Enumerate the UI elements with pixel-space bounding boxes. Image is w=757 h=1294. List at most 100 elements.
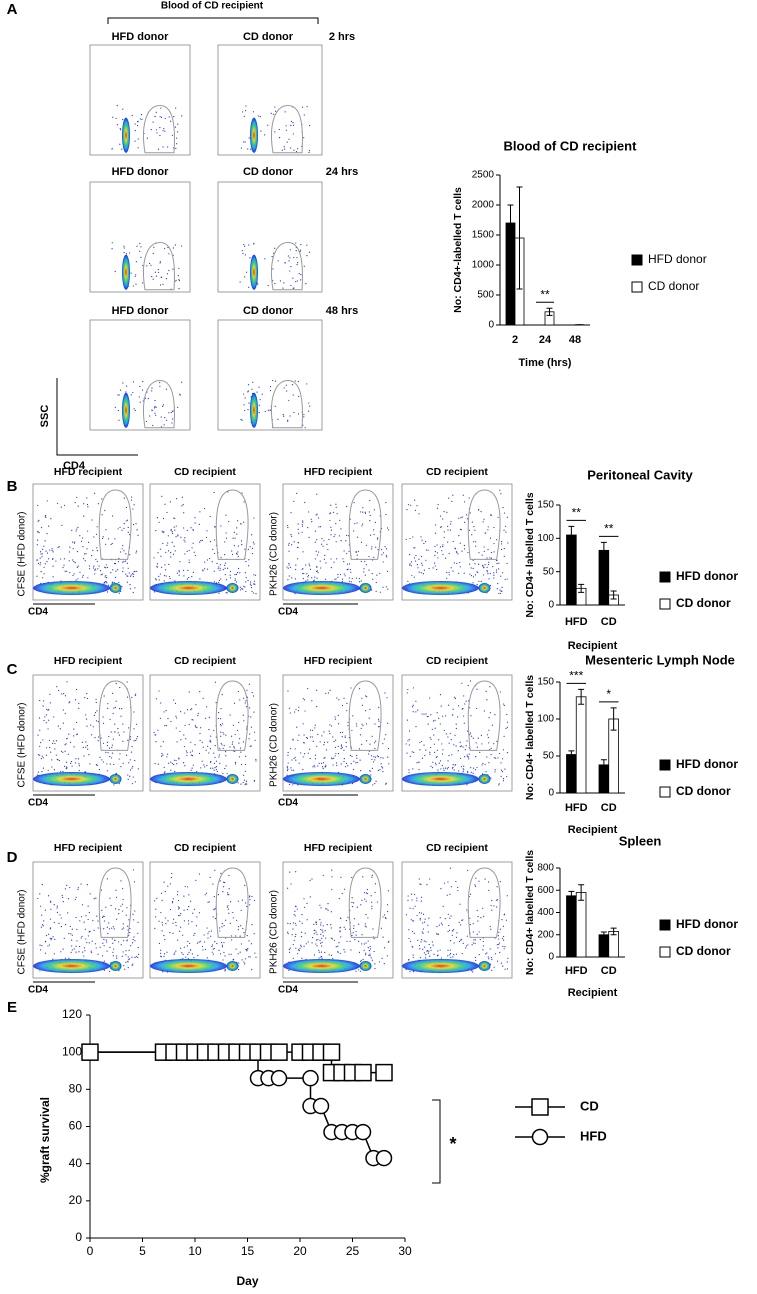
event-dot (365, 695, 367, 697)
event-dot (371, 735, 373, 738)
event-dot (183, 734, 185, 736)
event-dot (488, 561, 490, 563)
event-dot (330, 937, 332, 939)
event-dot (365, 564, 367, 566)
event-dot (155, 579, 157, 581)
event-dot (224, 970, 226, 972)
event-dot (498, 784, 500, 786)
event-dot (463, 695, 465, 697)
event-dot (45, 747, 48, 749)
event-dot (82, 574, 84, 577)
event-dot (153, 407, 156, 409)
event-dot (428, 950, 430, 952)
event-dot (46, 500, 48, 502)
event-dot (177, 899, 180, 902)
event-dot (469, 893, 472, 895)
event-dot (350, 949, 352, 951)
event-dot (229, 577, 232, 579)
event-dot (191, 755, 194, 757)
event-dot (370, 755, 373, 757)
event-dot (129, 554, 131, 556)
event-dot (127, 774, 129, 776)
plot-frame (32, 483, 144, 601)
event-dot (199, 739, 201, 742)
event-dot (83, 557, 85, 560)
event-dot (104, 576, 106, 578)
event-dot (327, 741, 329, 743)
event-dot (314, 727, 316, 729)
event-dot (351, 755, 353, 757)
event-dot (351, 577, 353, 580)
event-dot (315, 943, 317, 945)
event-dot (102, 742, 105, 744)
event-dot (91, 555, 93, 557)
event-dot (252, 541, 254, 543)
event-dot (364, 898, 366, 900)
event-dot (66, 767, 68, 769)
event-dot (43, 719, 45, 722)
event-dot (250, 534, 253, 536)
event-dot (245, 577, 247, 579)
event-dot (467, 770, 469, 772)
event-dot (167, 550, 170, 552)
event-dot (437, 933, 439, 935)
event-dot (115, 683, 117, 685)
event-dot (112, 569, 114, 571)
event-dot (158, 690, 160, 692)
event-dot (184, 765, 186, 767)
event-dot (428, 917, 430, 919)
event-dot (73, 542, 75, 544)
event-dot (134, 759, 136, 762)
event-dot (287, 255, 289, 257)
event-dot (211, 951, 213, 953)
event-dot (227, 892, 229, 894)
event-dot (292, 943, 294, 946)
event-dot (382, 743, 384, 745)
event-dot (104, 509, 106, 512)
event-dot (440, 705, 442, 707)
event-dot (264, 410, 266, 413)
event-dot (423, 744, 425, 746)
event-dot (83, 947, 85, 949)
event-dot (68, 551, 71, 553)
event-dot (321, 537, 323, 540)
event-dot (319, 526, 322, 528)
event-dot (170, 556, 172, 558)
event-dot (139, 118, 141, 120)
event-dot (432, 720, 435, 722)
event-dot (103, 969, 105, 971)
event-dot (239, 935, 241, 937)
event-dot (82, 951, 84, 953)
event-dot (125, 573, 127, 575)
event-dot (138, 396, 140, 398)
event-dot (470, 735, 473, 737)
event-dot (457, 716, 459, 718)
y-tick-label: 1000 (472, 260, 495, 271)
plot-frame (149, 483, 261, 601)
event-dot (499, 951, 501, 954)
event-dot (53, 903, 55, 906)
event-dot (487, 526, 489, 528)
event-dot (307, 752, 309, 754)
event-dot (423, 952, 426, 954)
event-dot (314, 558, 316, 560)
event-dot (290, 147, 292, 149)
column-header: CD donor (243, 305, 294, 317)
event-dot (115, 117, 117, 120)
event-dot (292, 928, 294, 930)
legend-label: HFD (580, 1128, 607, 1143)
event-dot (474, 956, 476, 959)
event-dot (443, 769, 445, 771)
event-dot (438, 762, 440, 764)
event-dot (407, 580, 409, 582)
column-header: CD donor (243, 166, 294, 178)
event-dot (73, 746, 75, 748)
event-dot (297, 546, 299, 549)
flow-plot (89, 181, 191, 293)
event-dot (446, 894, 448, 896)
event-dot (223, 744, 225, 747)
event-dot (359, 759, 361, 761)
event-dot (182, 569, 185, 572)
flow-plot (401, 674, 513, 792)
event-dot (111, 581, 114, 583)
